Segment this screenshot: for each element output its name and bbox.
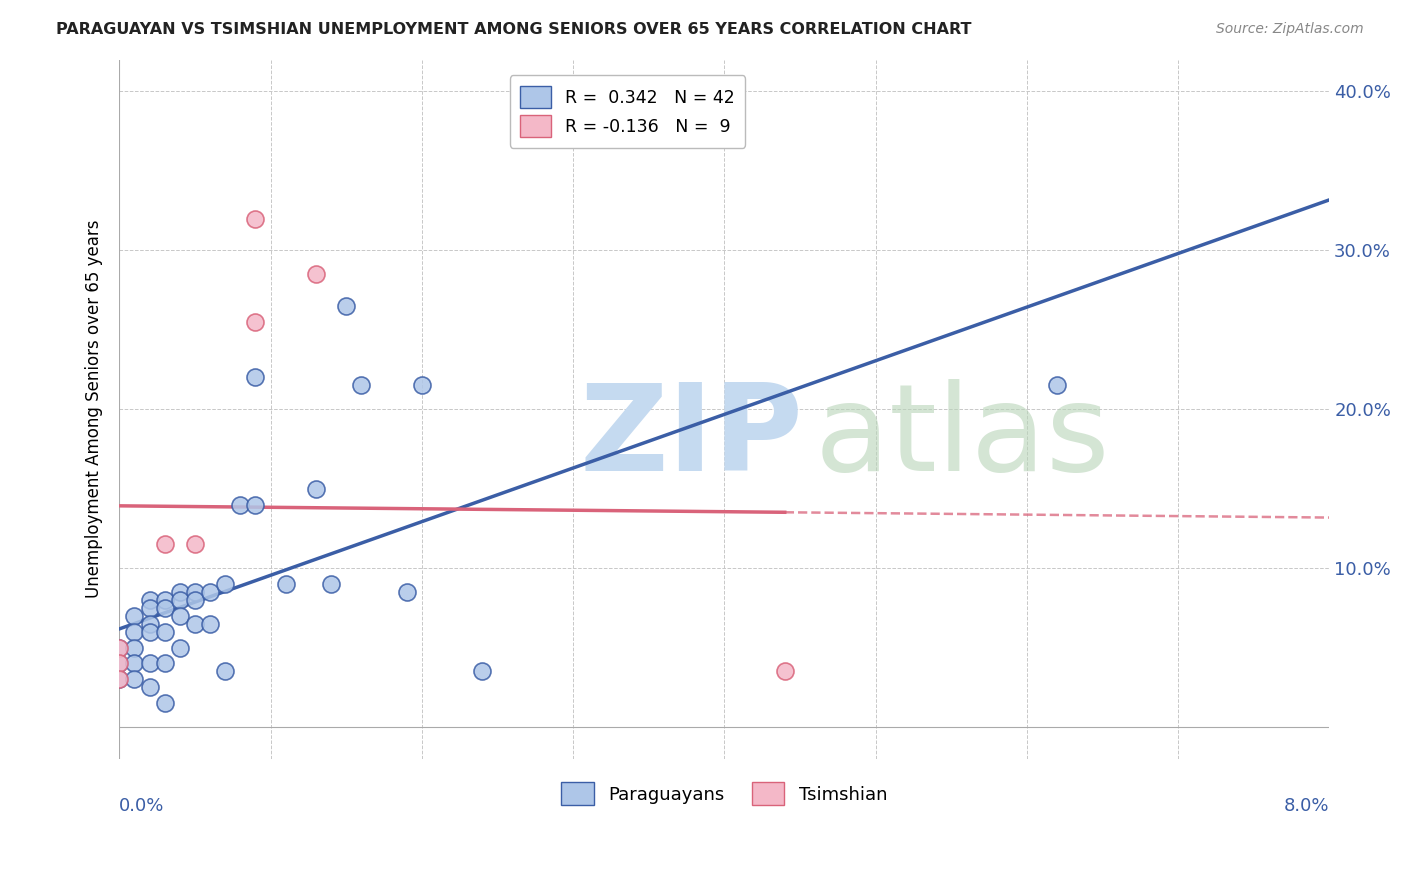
Point (471, 665, 494, 679)
Point (395, 585, 418, 599)
Text: 0.0%: 0.0% (120, 797, 165, 815)
Point (124, 624, 146, 639)
Text: ZIP: ZIP (579, 379, 803, 496)
Point (138, 657, 160, 671)
Point (184, 616, 207, 631)
Point (153, 624, 176, 639)
Point (124, 657, 146, 671)
Point (319, 577, 342, 591)
Point (214, 665, 236, 679)
Point (305, 267, 328, 281)
Point (108, 673, 131, 687)
Point (773, 665, 796, 679)
Point (245, 370, 267, 384)
Point (411, 378, 433, 392)
Point (138, 600, 160, 615)
Point (350, 378, 373, 392)
Point (169, 640, 191, 655)
Point (124, 640, 146, 655)
Point (124, 608, 146, 623)
Point (138, 616, 160, 631)
Point (214, 577, 236, 591)
Point (108, 640, 131, 655)
Point (108, 640, 131, 655)
Point (169, 585, 191, 599)
Point (245, 498, 267, 512)
Point (169, 608, 191, 623)
Point (138, 680, 160, 694)
Point (245, 211, 267, 226)
Point (1046, 378, 1069, 392)
Point (153, 600, 176, 615)
Point (229, 498, 252, 512)
Point (124, 673, 146, 687)
Point (108, 657, 131, 671)
Point (138, 624, 160, 639)
Point (245, 315, 267, 329)
Point (198, 616, 221, 631)
Point (184, 585, 207, 599)
Point (169, 593, 191, 607)
Legend: Paraguayans, Tsimshian: Paraguayans, Tsimshian (554, 775, 894, 813)
Point (184, 593, 207, 607)
Point (274, 577, 297, 591)
Text: 8.0%: 8.0% (1284, 797, 1329, 815)
Point (138, 593, 160, 607)
Point (305, 482, 328, 496)
Point (153, 537, 176, 551)
Point (153, 696, 176, 710)
Point (153, 593, 176, 607)
Y-axis label: Unemployment Among Seniors over 65 years: Unemployment Among Seniors over 65 years (86, 220, 103, 599)
Point (198, 585, 221, 599)
Text: Source: ZipAtlas.com: Source: ZipAtlas.com (1216, 22, 1364, 37)
Text: atlas: atlas (815, 379, 1111, 496)
Point (108, 657, 131, 671)
Point (184, 537, 207, 551)
Point (335, 299, 357, 313)
Text: PARAGUAYAN VS TSIMSHIAN UNEMPLOYMENT AMONG SENIORS OVER 65 YEARS CORRELATION CHA: PARAGUAYAN VS TSIMSHIAN UNEMPLOYMENT AMO… (56, 22, 972, 37)
Point (153, 657, 176, 671)
Point (108, 673, 131, 687)
